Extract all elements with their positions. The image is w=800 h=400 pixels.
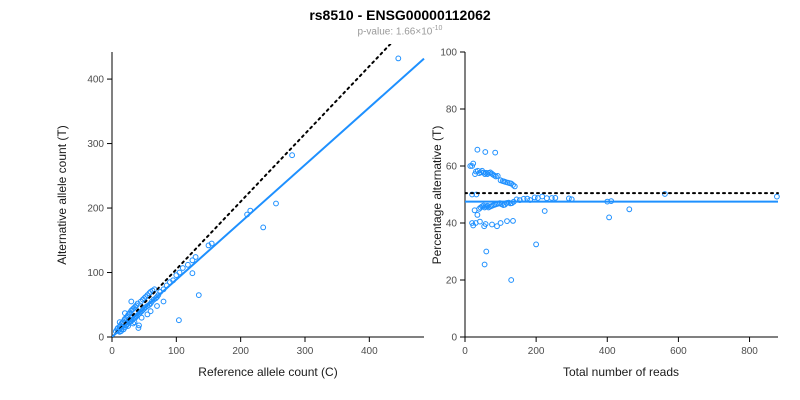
svg-text:200: 200 (87, 204, 104, 215)
svg-text:400: 400 (361, 346, 378, 357)
svg-text:0: 0 (109, 346, 115, 357)
svg-text:0: 0 (462, 346, 468, 357)
right-plot-x-axis-label: Total number of reads (562, 365, 680, 379)
svg-text:100: 100 (87, 268, 104, 279)
left-plot-y-axis-label: Alternative allele count (T) (55, 125, 69, 265)
svg-text:400: 400 (599, 346, 616, 357)
svg-text:400: 400 (87, 75, 104, 86)
svg-text:80: 80 (446, 105, 458, 116)
pvalue-subtitle: p-value: 1.66×10-10 (0, 25, 800, 37)
pvalue-base: 1.66×10 (395, 26, 433, 38)
svg-text:200: 200 (528, 346, 545, 357)
svg-text:40: 40 (446, 219, 458, 230)
svg-text:100: 100 (168, 346, 185, 357)
svg-text:300: 300 (297, 346, 314, 357)
svg-text:600: 600 (670, 346, 687, 357)
left-plot-x-axis-label: Reference allele count (C) (198, 365, 338, 379)
svg-text:200: 200 (232, 346, 249, 357)
svg-text:0: 0 (451, 333, 457, 344)
svg-text:800: 800 (741, 346, 758, 357)
right-plot-y-axis-label: Percentage alternative (T) (430, 125, 444, 265)
svg-text:0: 0 (98, 333, 104, 344)
svg-text:60: 60 (446, 162, 458, 173)
svg-text:300: 300 (87, 139, 104, 150)
svg-text:100: 100 (440, 48, 457, 59)
figure-title: rs8510 - ENSG00000112062 (309, 7, 491, 23)
pvalue-exponent: -10 (432, 25, 443, 32)
pvalue-label: p-value: (357, 26, 396, 38)
svg-text:20: 20 (446, 276, 458, 287)
